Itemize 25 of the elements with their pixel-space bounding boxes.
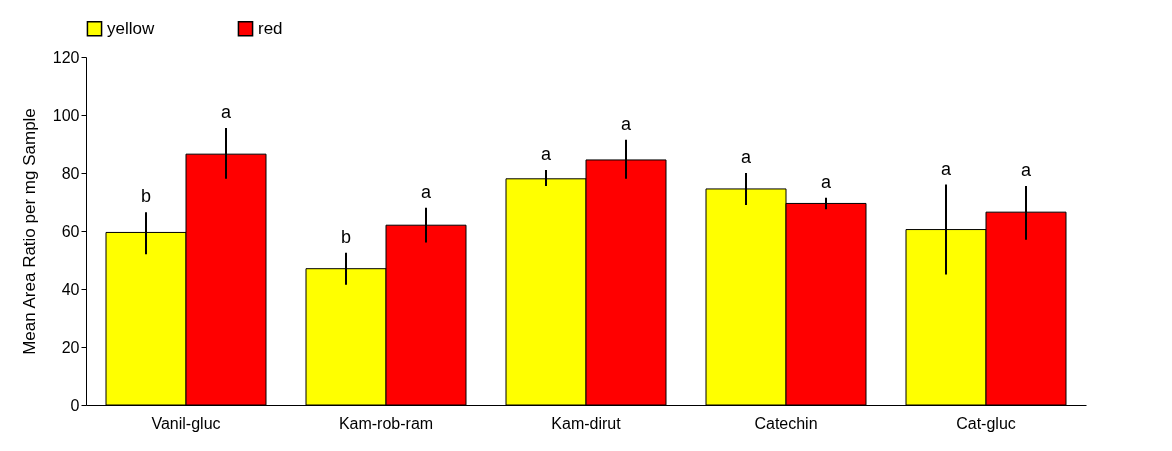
y-tick-label: 20 (61, 338, 80, 356)
x-tick-label: Kam-rob-ram (338, 414, 434, 432)
y-tick-label: 40 (61, 280, 80, 298)
x-tick-label: Catechin (754, 414, 818, 432)
annotation: a (620, 113, 632, 134)
y-tick-label: 0 (70, 396, 80, 414)
annotation: a (1020, 160, 1032, 181)
y-tick-label: 60 (61, 222, 80, 240)
annotation: a (420, 181, 432, 202)
annotation: b (340, 226, 352, 247)
annotation: a (940, 158, 952, 179)
x-tick-label: Vanil-gluc (151, 414, 221, 432)
legend-label: red (258, 18, 283, 38)
annotation: a (740, 147, 752, 167)
y-axis-title: Mean Area Ratio per mg Sample (19, 108, 39, 355)
y-tick-label: 120 (52, 48, 80, 66)
y-tick-label: 100 (52, 106, 80, 124)
annotation: a (820, 171, 832, 192)
annotation: a (540, 144, 552, 165)
annotation: b (140, 186, 152, 207)
x-tick-label: Cat-gluc (956, 414, 1016, 432)
annotation: a (220, 102, 232, 123)
x-tick-label: Kam-dirut (551, 414, 622, 432)
legend-label: yellow (107, 18, 155, 38)
y-tick-label: 80 (61, 164, 80, 182)
